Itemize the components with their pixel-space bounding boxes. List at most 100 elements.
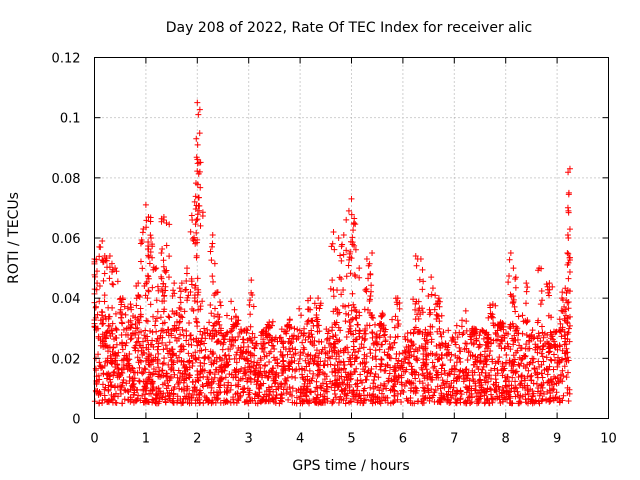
- data-point: [245, 391, 252, 398]
- data-point: [457, 348, 464, 355]
- data-point: [138, 237, 145, 244]
- data-point: [154, 356, 161, 363]
- data-point: [208, 335, 215, 342]
- data-point: [229, 336, 236, 343]
- data-point: [266, 358, 273, 365]
- data-point: [296, 327, 303, 334]
- data-point: [193, 135, 200, 142]
- data-point: [196, 207, 203, 214]
- data-point: [178, 313, 185, 320]
- data-point: [324, 383, 331, 390]
- data-point: [293, 366, 300, 373]
- data-point: [360, 387, 367, 394]
- data-point: [564, 250, 571, 257]
- data-point: [166, 314, 173, 321]
- data-point: [471, 369, 478, 376]
- data-point: [99, 309, 106, 316]
- data-point: [178, 280, 185, 287]
- data-point: [482, 356, 489, 363]
- data-point: [249, 351, 256, 358]
- data-point: [142, 357, 149, 364]
- data-point: [565, 250, 572, 257]
- data-point: [454, 334, 461, 341]
- data-point: [224, 389, 231, 396]
- data-point: [153, 338, 160, 345]
- data-point: [190, 336, 197, 343]
- data-point: [454, 374, 461, 381]
- data-point: [340, 366, 347, 373]
- data-point: [266, 392, 273, 399]
- data-point: [265, 339, 272, 346]
- data-point: [348, 307, 355, 314]
- data-point: [338, 373, 345, 380]
- data-point: [531, 366, 538, 373]
- data-point: [213, 319, 220, 326]
- data-point: [150, 313, 157, 320]
- data-point: [358, 341, 365, 348]
- data-point: [338, 276, 345, 283]
- data-point: [272, 374, 279, 381]
- data-points: [91, 99, 573, 407]
- data-point: [95, 333, 102, 340]
- data-point: [155, 350, 162, 357]
- data-point: [300, 344, 307, 351]
- data-point: [322, 388, 329, 395]
- data-point: [119, 346, 126, 353]
- data-point: [457, 367, 464, 374]
- data-point: [145, 346, 152, 353]
- data-point: [432, 292, 439, 299]
- data-point: [224, 384, 231, 391]
- data-point: [485, 378, 492, 385]
- data-point: [333, 394, 340, 401]
- data-point: [361, 330, 368, 337]
- data-point: [485, 343, 492, 350]
- data-point: [194, 342, 201, 349]
- data-point: [351, 358, 358, 365]
- data-point: [135, 335, 142, 342]
- data-point: [371, 373, 378, 380]
- data-point: [192, 180, 199, 187]
- data-point: [463, 318, 470, 325]
- data-point: [342, 400, 349, 407]
- data-point: [241, 355, 248, 362]
- data-point: [404, 330, 411, 337]
- data-point: [476, 343, 483, 350]
- data-point: [373, 356, 380, 363]
- data-point: [314, 316, 321, 323]
- data-point: [437, 394, 444, 401]
- data-point: [209, 231, 216, 238]
- data-point: [344, 382, 351, 389]
- data-point: [523, 280, 530, 287]
- data-point: [559, 356, 566, 363]
- data-point: [564, 204, 571, 211]
- data-point: [237, 347, 244, 354]
- data-point: [512, 274, 519, 281]
- data-point: [372, 353, 379, 360]
- data-point: [143, 224, 150, 231]
- data-point: [132, 314, 139, 321]
- data-point: [549, 336, 556, 343]
- data-point: [277, 397, 284, 404]
- data-point: [456, 355, 463, 362]
- data-point: [438, 333, 445, 340]
- x-tick-label: 5: [347, 432, 355, 447]
- data-point: [522, 364, 529, 371]
- data-point: [420, 359, 427, 366]
- data-point: [170, 386, 177, 393]
- data-point: [211, 374, 218, 381]
- data-point: [360, 344, 367, 351]
- data-point: [513, 327, 520, 334]
- data-point: [226, 371, 233, 378]
- data-point: [208, 400, 215, 407]
- data-point: [195, 286, 202, 293]
- data-point: [487, 348, 494, 355]
- data-point: [112, 310, 119, 317]
- data-point: [183, 337, 190, 344]
- data-point: [332, 321, 339, 328]
- data-point: [475, 344, 482, 351]
- data-point: [343, 216, 350, 223]
- data-point: [199, 212, 206, 219]
- data-point: [544, 388, 551, 395]
- data-point: [204, 396, 211, 403]
- data-point: [351, 349, 358, 356]
